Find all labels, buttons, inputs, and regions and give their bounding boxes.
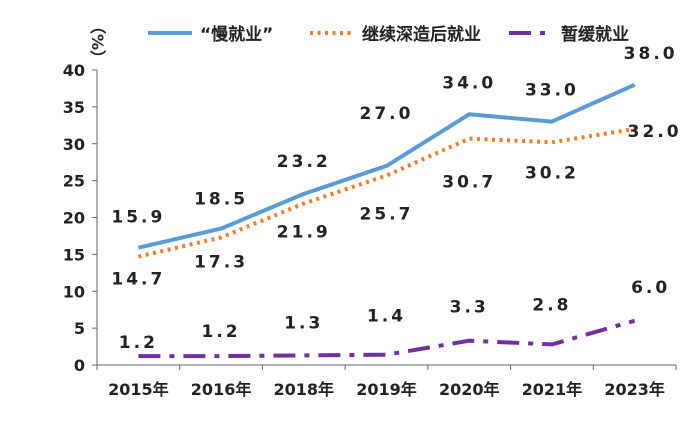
data-label: 18.5 xyxy=(194,190,248,210)
legend-label-1: 继续深造后就业 xyxy=(362,24,481,45)
axes: 0 5 10 15 20 25 30 35 40 2015年 2016年 2018年 2019年 2020… xyxy=(63,61,677,399)
data-label: 17.3 xyxy=(194,252,248,272)
data-label: 1.2 xyxy=(202,322,241,342)
x-tick-label: 2020年 xyxy=(439,380,500,399)
y-tick-label: 15 xyxy=(63,245,85,264)
data-label: 27.0 xyxy=(360,104,414,124)
data-label: 2.8 xyxy=(532,295,571,315)
data-label: 6.0 xyxy=(631,278,670,298)
data-label: 3.3 xyxy=(450,298,489,318)
y-tick-label: 0 xyxy=(74,356,85,375)
x-tick-label: 2016年 xyxy=(191,380,252,399)
x-tick-label: 2023年 xyxy=(604,380,665,399)
x-tick-label: 2019年 xyxy=(356,380,417,399)
data-label: 38.0 xyxy=(624,44,678,64)
data-label: 1.4 xyxy=(367,307,406,327)
data-label: 15.9 xyxy=(111,208,165,228)
y-tick-label: 30 xyxy=(63,135,85,154)
y-tick-label: 20 xyxy=(63,209,85,228)
x-tick-label: 2015年 xyxy=(108,380,169,399)
data-label: 23.2 xyxy=(277,152,331,172)
legend-label-2: 暂缓就业 xyxy=(561,24,629,45)
series-lines xyxy=(137,82,636,359)
y-tick-label: 5 xyxy=(74,319,85,338)
series-line-1 xyxy=(137,127,635,259)
data-label: 34.0 xyxy=(442,73,496,93)
data-label: 32.0 xyxy=(628,122,682,142)
series-line-2 xyxy=(138,318,636,359)
data-label: 25.7 xyxy=(360,204,414,224)
data-labels: 15.9 18.5 23.2 27.0 34.0 33.0 38.0 14.7 17.3 21.9… xyxy=(111,44,682,353)
y-tick-label: 35 xyxy=(63,98,85,117)
data-label: 14.7 xyxy=(111,270,165,290)
data-label: 1.3 xyxy=(284,313,323,333)
legend: “慢就业” 继续深造后就业 暂缓就业 xyxy=(148,24,629,45)
y-axis-title: （%） xyxy=(88,18,107,66)
data-label: 30.2 xyxy=(525,163,579,183)
y-tick-label: 40 xyxy=(63,61,85,80)
x-tick-label: 2021年 xyxy=(522,380,583,399)
data-label: 1.2 xyxy=(119,333,158,353)
y-tick-label: 25 xyxy=(63,172,85,191)
x-tick-label: 2018年 xyxy=(274,380,335,399)
data-label: 30.7 xyxy=(442,173,496,193)
y-tick-label: 10 xyxy=(63,282,85,301)
series-line-0 xyxy=(137,82,636,250)
data-label: 33.0 xyxy=(525,81,579,101)
data-label: 21.9 xyxy=(277,222,331,242)
legend-label-0: “慢就业” xyxy=(200,24,273,45)
